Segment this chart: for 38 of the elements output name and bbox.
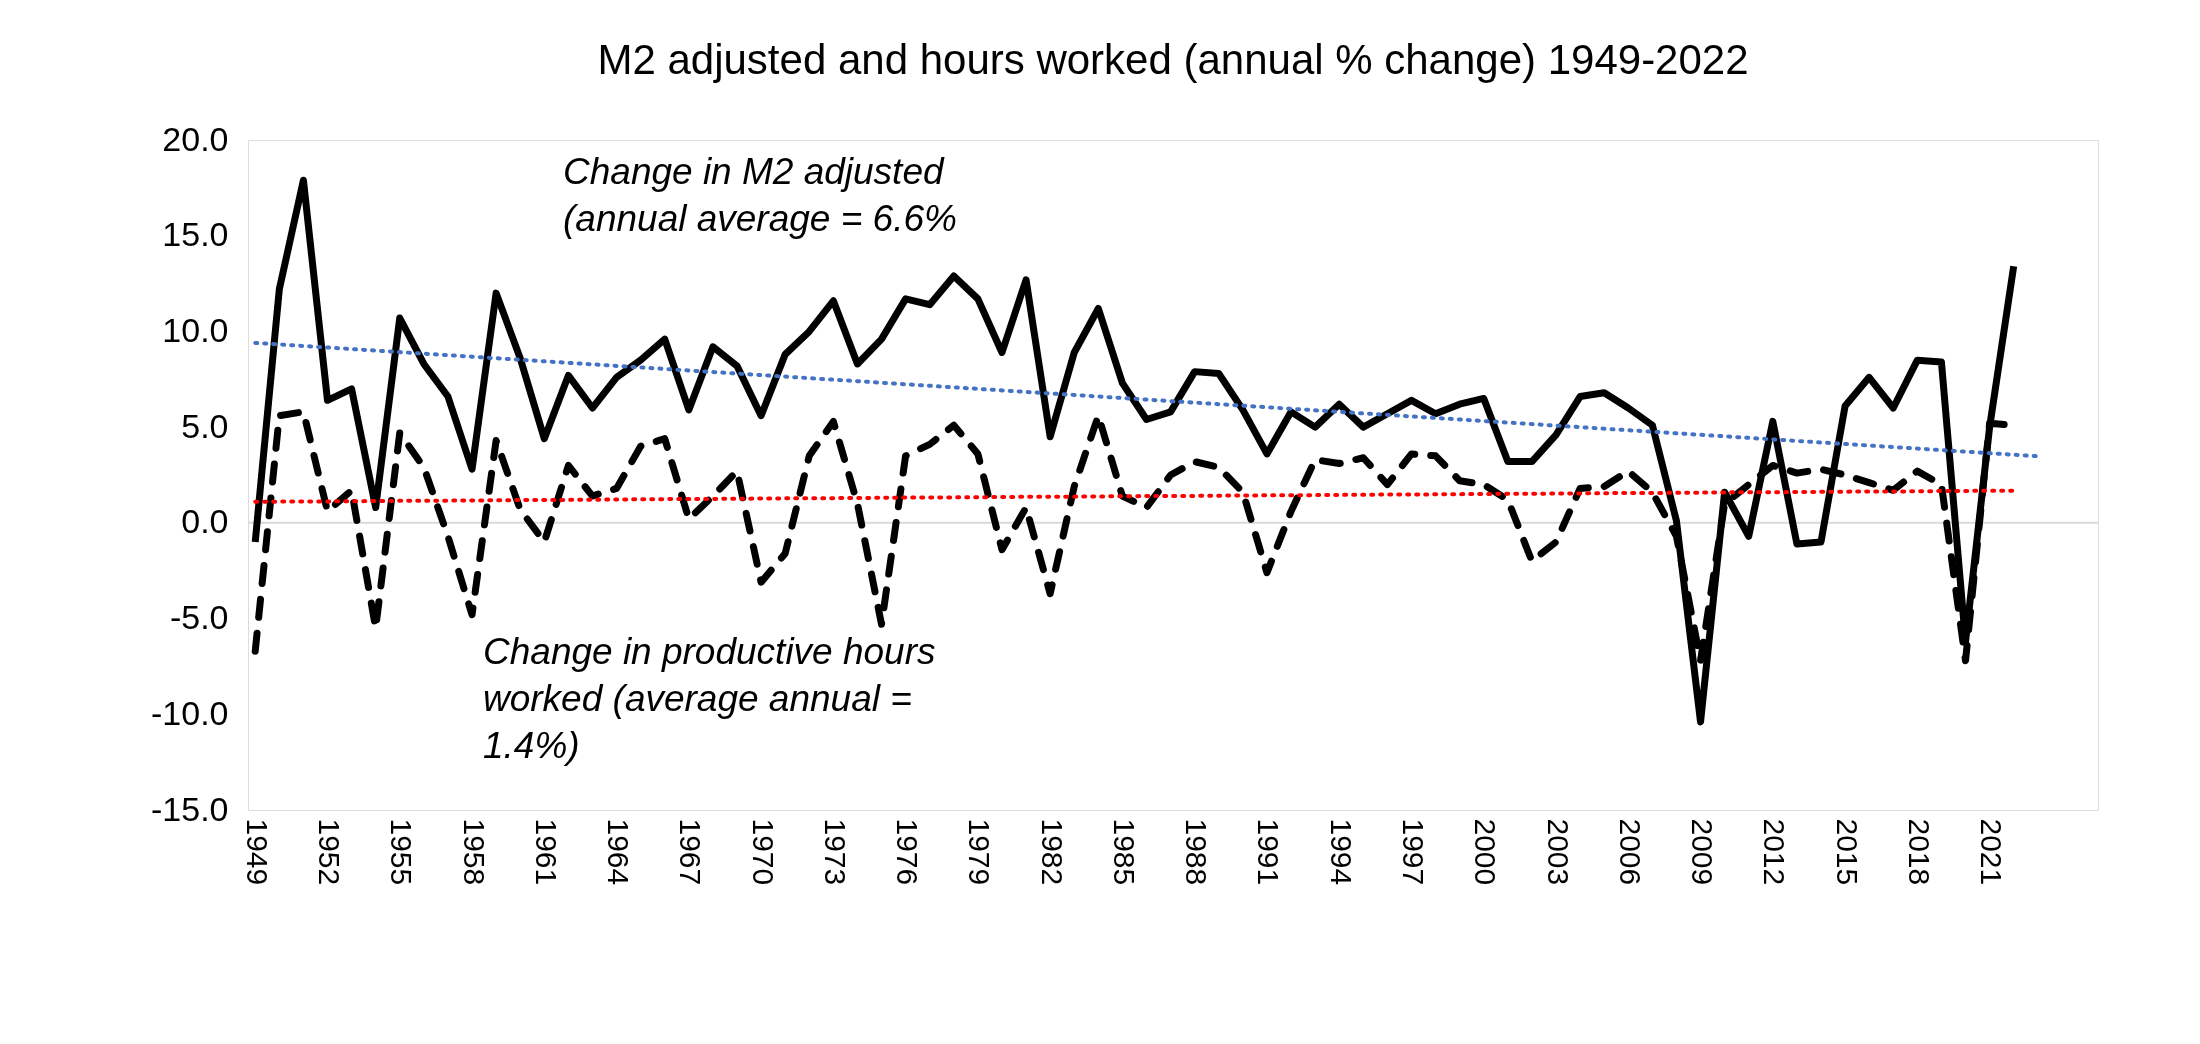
x-tick-label: 2009 [1686, 818, 1720, 886]
y-tick-label: 0.0 [181, 502, 229, 541]
x-tick-label: 1970 [746, 818, 780, 886]
x-tick-label: 1961 [529, 818, 563, 886]
x-tick-label: 1997 [1396, 818, 1430, 886]
x-tick-label: 1979 [963, 818, 997, 886]
y-tick-label: 15.0 [162, 215, 229, 254]
y-tick-label: -10.0 [151, 693, 229, 732]
annotation: Change in M2 adjusted (annual average = 6.6% [563, 151, 957, 239]
line-series [253, 488, 2016, 504]
y-tick-label: 5.0 [181, 406, 229, 445]
x-tick-label: 2018 [1902, 818, 1936, 886]
x-tick-label: 1964 [602, 818, 636, 886]
x-tick-label: 1982 [1035, 818, 1069, 886]
y-tick-label: 10.0 [162, 310, 229, 349]
x-tick-label: 1973 [818, 818, 852, 886]
x-tick-label: 1967 [674, 818, 708, 886]
x-tick-label: 1985 [1107, 818, 1141, 886]
line-series [253, 340, 2040, 459]
y-tick-label: -5.0 [169, 598, 229, 637]
x-tick-label: 1955 [385, 818, 419, 886]
x-tick-label: 1994 [1324, 818, 1358, 886]
x-tick-label: 2003 [1541, 818, 1575, 886]
x-tick-label: 1988 [1180, 818, 1214, 886]
x-tick-label: 1949 [240, 818, 274, 886]
x-tick-label: 1991 [1252, 818, 1286, 886]
chart-title: M2 adjusted and hours worked (annual % change) 1949-2022 [597, 36, 1749, 83]
x-tick-label: 2021 [1975, 818, 2009, 886]
x-tick-label: 1976 [891, 818, 925, 886]
y-tick-label: 20.0 [162, 119, 229, 158]
y-tick-label: -15.0 [151, 789, 229, 828]
x-tick-label: 2000 [1469, 818, 1503, 886]
annotation: Change in productive hours worked (average annual = 1.4%) [483, 631, 936, 766]
x-tick-label: 1958 [457, 818, 491, 886]
x-tick-label: 2006 [1613, 818, 1647, 886]
x-tick-label: 1952 [312, 818, 346, 886]
x-tick-label: 2012 [1758, 818, 1792, 886]
x-tick-label: 2015 [1830, 818, 1864, 886]
